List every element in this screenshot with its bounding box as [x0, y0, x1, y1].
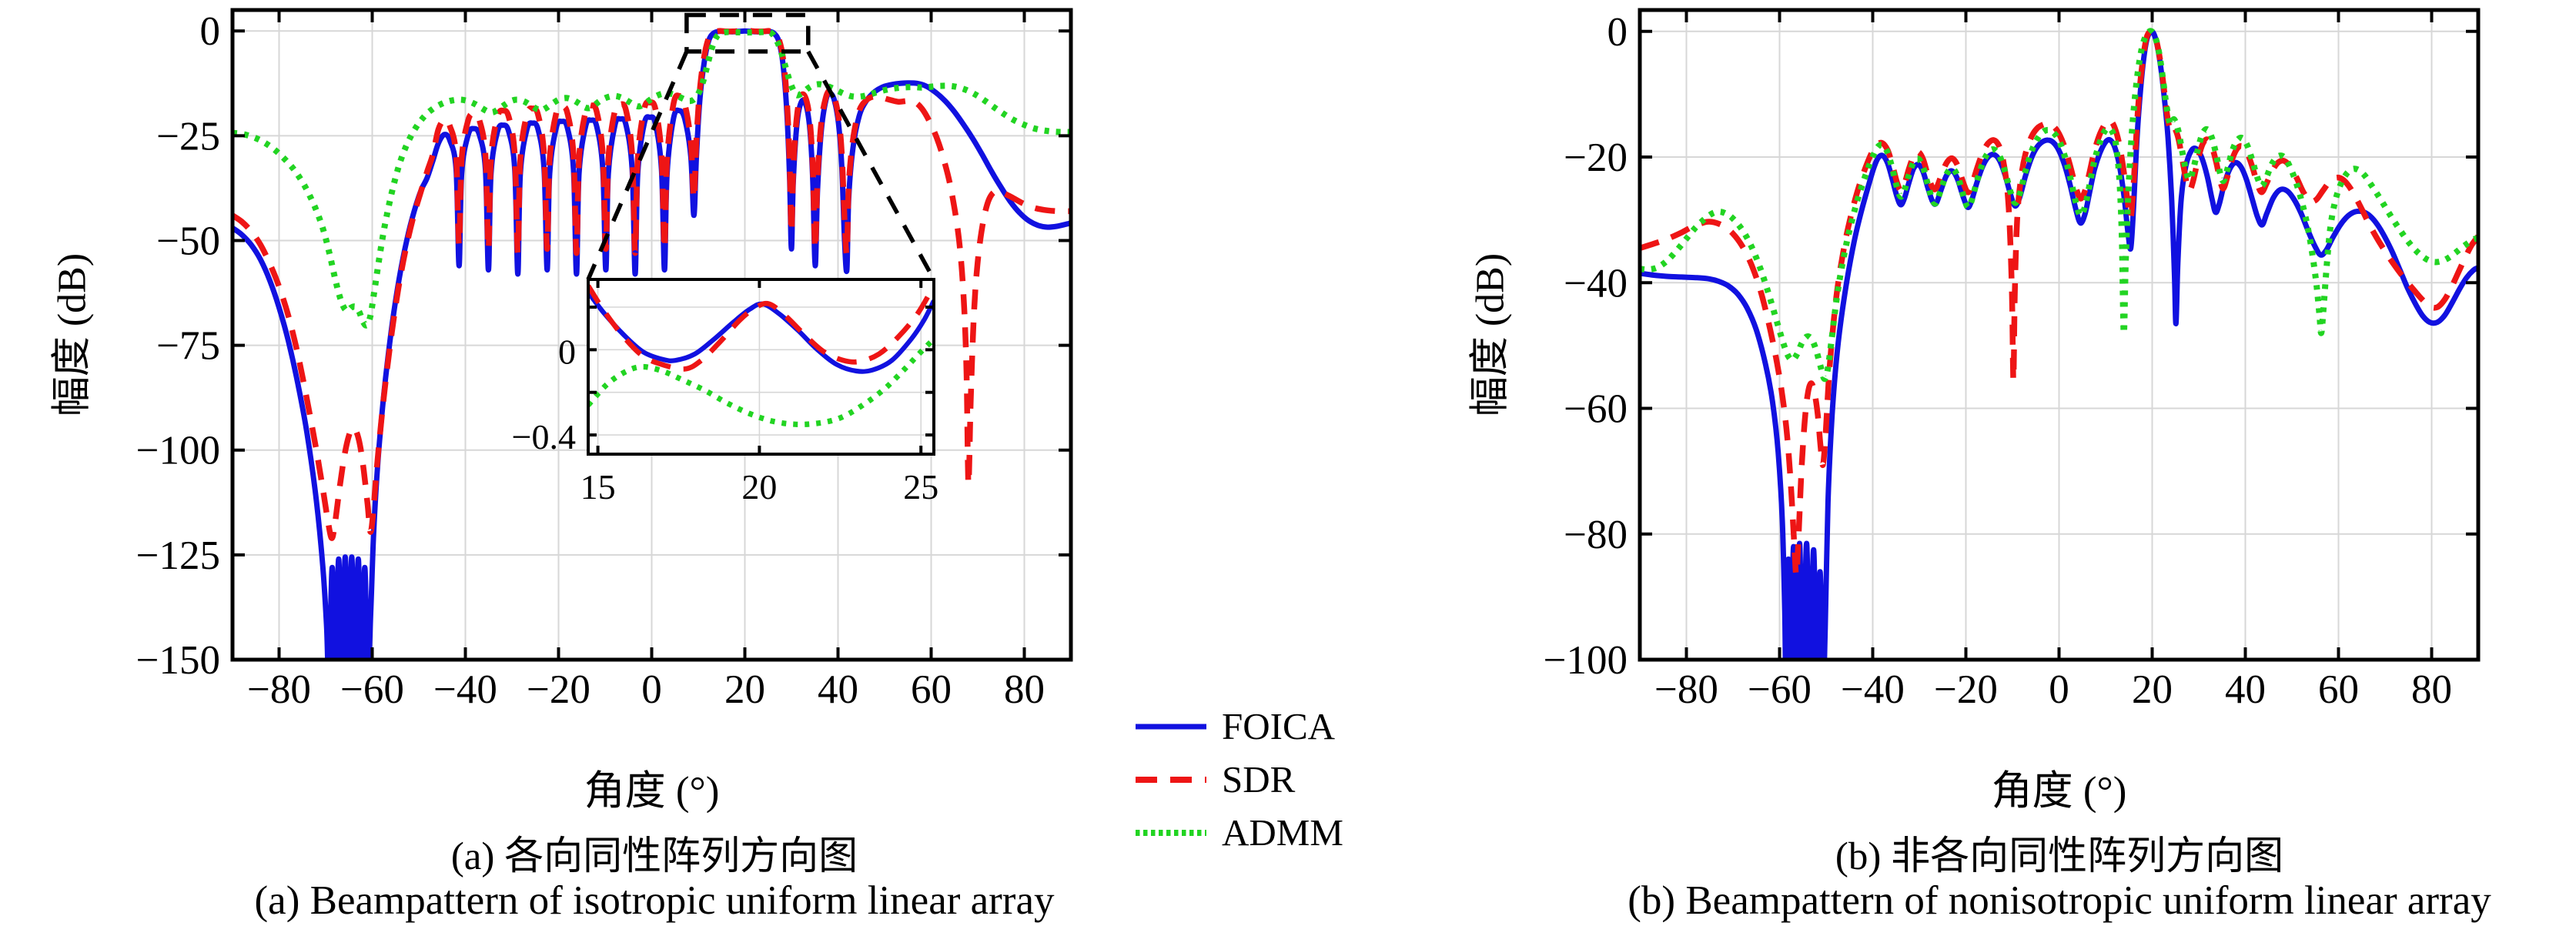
left-y-tick-label: −100: [136, 429, 220, 473]
right-x-tick-label: −40: [1841, 667, 1905, 712]
right-caption-en: (b) Beampattern of nonisotropic uniform …: [1628, 878, 2491, 923]
left-y-tick-label: −50: [156, 219, 220, 263]
left-x-axis-label: 角度 (°): [584, 769, 720, 814]
legend: FOICA SDR ADMM: [1134, 700, 1343, 859]
left-y-tick-label: −125: [136, 533, 220, 578]
admm-curve-left: [233, 28, 1071, 329]
zoom-region-box: [684, 12, 811, 54]
right-x-tick-label: −20: [1934, 667, 1998, 712]
right-plot: −80 −60 −40 −20 0 20 40 60 80 0 −20 −40 −60 −80 −100: [1544, 8, 2481, 712]
left-x-tick-label: 40: [818, 667, 858, 712]
sdr-curve-right: [1640, 28, 2478, 578]
foica-curve-right: [1640, 28, 2478, 660]
sdr-line-swatch: [1136, 776, 1206, 783]
left-x-tick-label: −40: [433, 667, 497, 712]
right-y-tick-label: −20: [1564, 135, 1628, 180]
left-x-tick-label: 20: [724, 667, 765, 712]
inset-axes-box: [587, 278, 935, 456]
zoom-callout-line-right: [806, 50, 936, 281]
right-x-tick-label: 80: [2411, 667, 2452, 712]
left-y-tick-label: −150: [136, 638, 220, 683]
inset-y-tick-label: 0: [558, 332, 576, 371]
right-y-tick-label: −100: [1544, 638, 1628, 683]
right-x-tick-label: 60: [2318, 667, 2359, 712]
admm-curve-right: [1640, 28, 2478, 383]
inset-plot: 15 20 25 0 −0.4: [512, 278, 938, 506]
right-x-tick-label: −60: [1748, 667, 1812, 712]
zoom-callout-line-left: [586, 50, 689, 281]
inset-y-tick-label: −0.4: [512, 417, 576, 456]
inset-x-tick-label: 20: [741, 467, 777, 506]
left-x-tick-label: −80: [247, 667, 311, 712]
legend-item-foica: FOICA: [1134, 700, 1343, 753]
admm-line-swatch: [1136, 829, 1206, 836]
legend-item-admm: ADMM: [1134, 806, 1343, 859]
left-y-tick-label: −75: [156, 324, 220, 369]
right-caption-zh: (b) 非各向同性阵列方向图: [1835, 835, 2284, 878]
inset-x-tick-label: 25: [903, 467, 938, 506]
right-y-tick-label: −60: [1564, 387, 1628, 432]
left-caption-en: (a) Beampattern of isotropic uniform lin…: [254, 878, 1055, 923]
right-x-tick-label: 40: [2225, 667, 2266, 712]
left-x-tick-label: 0: [641, 667, 662, 712]
right-x-axis-label: 角度 (°): [1991, 769, 2127, 814]
right-y-tick-label: 0: [1607, 10, 1628, 55]
legend-label-foica: FOICA: [1222, 705, 1336, 747]
right-y-tick-label: −40: [1564, 261, 1628, 306]
left-y-tick-label: −25: [156, 114, 220, 159]
admm-curve-inset: [588, 336, 934, 427]
right-y-tick-label: −80: [1564, 513, 1628, 557]
left-caption-zh: (a) 各向同性阵列方向图: [450, 835, 858, 878]
legend-label-sdr: SDR: [1222, 758, 1296, 801]
foica-line-swatch: [1136, 724, 1206, 729]
left-x-tick-label: 60: [911, 667, 952, 712]
inset-x-tick-label: 15: [580, 467, 616, 506]
left-y-tick-label: 0: [200, 9, 221, 54]
right-x-tick-label: −80: [1654, 667, 1718, 712]
right-x-tick-label: 20: [2132, 667, 2173, 712]
right-y-axis-label: 幅度 (dB): [1468, 252, 1513, 417]
legend-item-sdr: SDR: [1134, 753, 1343, 806]
left-x-tick-label: −60: [340, 667, 404, 712]
legend-label-admm: ADMM: [1222, 811, 1343, 854]
left-x-tick-label: 80: [1004, 667, 1045, 712]
sdr-curve-inset: [588, 284, 934, 372]
left-y-axis-label: 幅度 (dB): [50, 252, 95, 417]
right-x-tick-label: 0: [2049, 667, 2069, 712]
left-x-tick-label: −20: [527, 667, 590, 712]
